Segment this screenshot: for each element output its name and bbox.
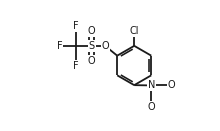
Text: O: O — [88, 56, 95, 66]
Text: O: O — [168, 80, 175, 90]
Text: N: N — [148, 80, 155, 90]
Text: F: F — [57, 41, 62, 51]
Text: Cl: Cl — [130, 26, 139, 36]
Text: O: O — [88, 26, 95, 36]
Text: O: O — [147, 102, 155, 112]
Text: S: S — [89, 41, 95, 51]
Text: F: F — [73, 61, 79, 71]
Text: O: O — [102, 41, 109, 51]
Text: F: F — [73, 21, 79, 31]
